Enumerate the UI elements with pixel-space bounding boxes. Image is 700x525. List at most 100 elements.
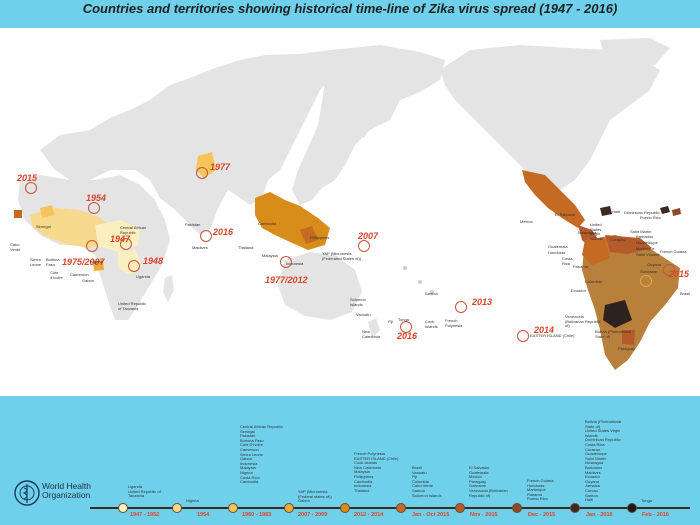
landmass-north-america	[440, 45, 660, 190]
label-pakistan: Pakistan	[185, 222, 201, 227]
timeline-dot-2	[172, 503, 182, 513]
timeline-dot-5	[340, 503, 350, 513]
label-brazil: Brasil	[680, 291, 691, 296]
label-senegal: Senegal	[36, 224, 51, 229]
label-dominican-republic: Dominican Republic	[624, 210, 660, 215]
timeline-list-2: Nigeria	[186, 498, 199, 503]
timeline-list-7: El Salvador Guatemala Mexico Paraguay Su…	[469, 465, 508, 498]
marker-brazil-inner	[640, 275, 652, 287]
label-saint-vincent: Saint Vincent	[636, 252, 660, 257]
year-label-2015-brazil: 2015	[669, 269, 690, 279]
marker-1975-2007	[86, 240, 98, 252]
label-ecuador: Ecuador	[571, 288, 586, 293]
region-bolivia	[603, 300, 632, 328]
label-cook-islands: Cook Islands	[425, 319, 438, 329]
region-west-africa	[30, 208, 112, 248]
label-french-guiana: French Guiana	[660, 249, 687, 254]
label-french-polynesia: French Polynesia	[445, 318, 463, 328]
year-label-1954: 1954	[86, 193, 107, 203]
label-malaysia: Malaysia	[262, 253, 278, 258]
region-paraguay	[622, 330, 635, 345]
year-label-2016-maldives: 2016	[213, 227, 234, 237]
label-thailand: Thailand	[238, 245, 254, 250]
timeline-dot-1	[118, 503, 128, 513]
timeline-period-3: 1960 - 1983	[242, 512, 272, 518]
marker-1948	[128, 260, 140, 272]
marker-2015-brazil	[663, 264, 675, 276]
marker-1977-pakistan	[196, 167, 208, 179]
label-maldives: Maldives	[192, 245, 208, 250]
timeline-dot-10	[627, 503, 637, 513]
label-burkina-faso: Burkina Faso	[46, 257, 60, 267]
timeline-period-5: 2012 - 2014	[354, 512, 384, 518]
label-curacao: Curaçao	[610, 237, 626, 242]
year-label-1975-2007: 1975/2007	[62, 257, 105, 267]
timeline-axis	[90, 507, 690, 509]
label-mexico: Mexico	[520, 219, 533, 224]
world-map-svg	[0, 30, 700, 395]
label-puerto-rico: Puerto Rico	[640, 215, 661, 220]
year-label-1948: 1948	[143, 256, 164, 266]
label-tonga: Tonga	[398, 317, 409, 322]
timeline-period-8: Dec - 2015	[528, 512, 556, 518]
label-nigeria: Nigeria	[90, 259, 103, 264]
label-cote-divoire: Côte d'Ivoire	[50, 270, 63, 280]
who-logo-icon	[14, 480, 40, 506]
year-label-2016-tonga: 2016	[397, 331, 418, 341]
label-gabon: Gabon	[82, 278, 95, 283]
label-costa-rica: Costa Rica	[562, 256, 573, 266]
label-haiti: Haiti	[612, 209, 621, 214]
title-band	[0, 0, 700, 28]
year-label-2015-west: 2015	[17, 173, 38, 183]
label-suriname: Suriname	[640, 269, 658, 274]
label-colombia: Colombia	[585, 279, 602, 284]
year-label-1977-2012: 1977/2012	[265, 275, 308, 285]
region-south-america	[582, 235, 680, 370]
label-tanzania: United Republic of Tanzania	[118, 301, 147, 311]
label-new-caledonia: New Caledonia	[362, 329, 381, 339]
label-car: Central African Republic	[120, 225, 147, 235]
year-label-2007: 2007	[358, 231, 379, 241]
year-label-1977: 1977	[210, 162, 231, 172]
label-cameroon: Cameroon	[70, 272, 89, 277]
timeline-list-8: French Guiana Honduras Martinique Panama…	[527, 478, 554, 502]
timeline-list-6: Brazil Vanuatu Fiji Colombia Cabo Verde …	[412, 465, 442, 498]
landmass-eurasia-west	[40, 50, 350, 235]
world-map: 2015 1954 1947 1948 1975/2007 1977 2016 …	[0, 30, 700, 395]
label-bolivia: Bolivia (Plurinational State of)	[595, 329, 632, 339]
label-guadeloupe: Guadeloupe	[636, 240, 658, 245]
label-martinique: Martinique	[636, 246, 655, 251]
who-name: World Health Organization	[42, 481, 91, 500]
region-colombia	[582, 238, 610, 265]
region-venezuela-guianas	[605, 235, 652, 254]
timeline-period-1: 1947 - 1952	[130, 512, 160, 518]
timeline-period-6: Jan - Oct 2015	[412, 512, 450, 518]
label-indonesia: Indonesia	[286, 261, 304, 266]
label-sierra-leone: Sierra Leone	[30, 257, 42, 267]
region-mexico	[522, 170, 585, 228]
label-philippines: Philippines	[310, 235, 330, 240]
label-saint-martin: Saint Martin	[630, 229, 652, 234]
year-label-2013: 2013	[472, 297, 493, 307]
timeline-period-2: 1954	[197, 512, 210, 518]
timeline-band	[0, 396, 700, 525]
label-uganda: Uganda	[136, 274, 151, 279]
timeline-period-9: Jan - 2016	[586, 512, 613, 518]
marker-2007-yap	[358, 240, 370, 252]
label-paraguay: Paraguay	[618, 346, 636, 351]
timeline-dot-9	[570, 503, 580, 513]
label-venezuela: Venezuela (Bolivarian Republic of)	[565, 314, 601, 329]
label-guatemala: Guatemala	[548, 244, 568, 249]
label-samoa: Samoa	[425, 291, 438, 296]
timeline-dot-6	[396, 503, 406, 513]
timeline-period-10: Feb - 2016	[642, 512, 669, 518]
marker-2016-maldives	[200, 230, 212, 242]
label-us-virgin-islands: United States Virgin Islands	[590, 222, 603, 241]
timeline-dot-8	[512, 503, 522, 513]
label-fiji: Fiji	[388, 319, 394, 324]
timeline-list-9: Bolivia (Plurinational State of) United …	[585, 419, 622, 503]
label-cambodia: Cambodia	[258, 221, 277, 226]
timeline-list-1: Uganda United Republic of Tanzania	[128, 484, 161, 499]
timeline-list-5: French Polynesia EASTER ISLAND (Chile) C…	[354, 451, 399, 493]
timeline-dot-3	[228, 503, 238, 513]
